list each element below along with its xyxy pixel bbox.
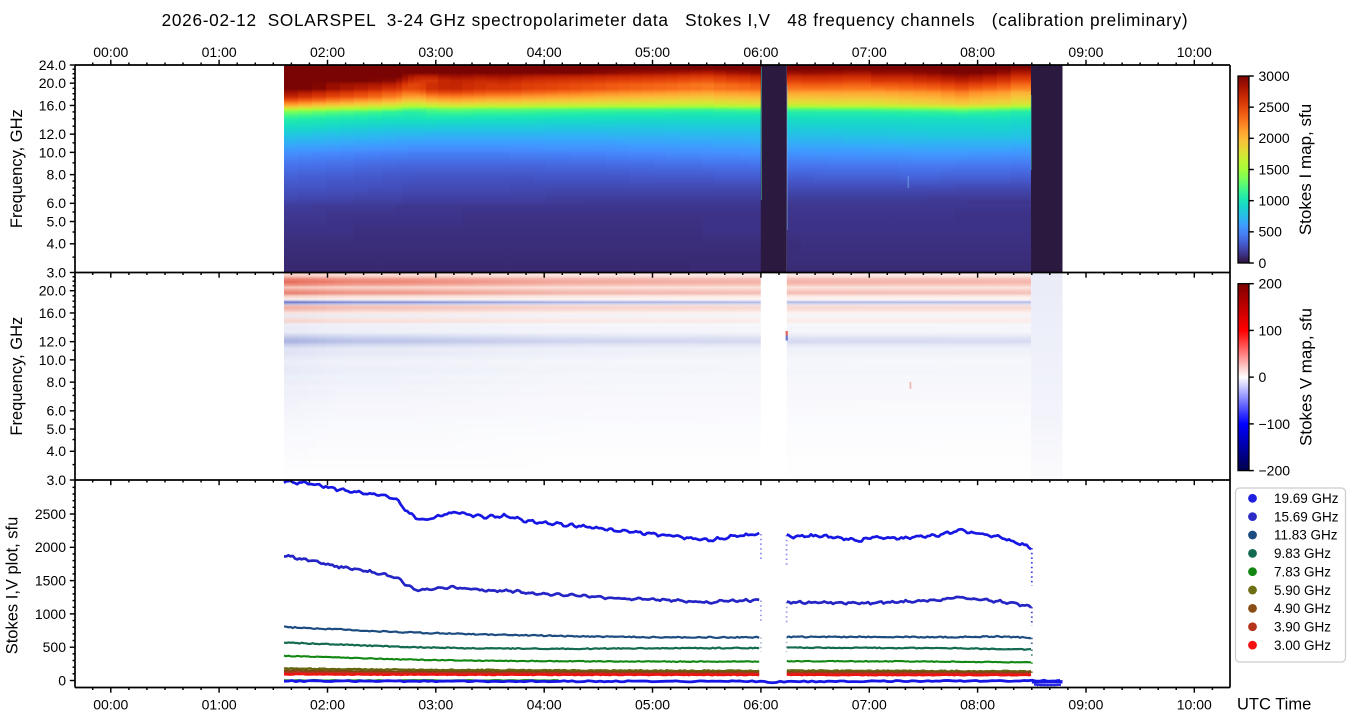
svg-text:3000: 3000 xyxy=(1259,68,1290,84)
svg-text:07:00: 07:00 xyxy=(852,696,887,712)
svg-text:6.0: 6.0 xyxy=(47,403,67,419)
svg-text:3.0: 3.0 xyxy=(47,472,67,488)
svg-text:0: 0 xyxy=(1259,369,1267,385)
svg-text:2500: 2500 xyxy=(35,506,66,522)
svg-text:16.0: 16.0 xyxy=(39,305,66,321)
svg-text:500: 500 xyxy=(1259,224,1283,240)
svg-text:00:00: 00:00 xyxy=(93,696,128,712)
svg-text:2000: 2000 xyxy=(1259,130,1290,146)
svg-text:2000: 2000 xyxy=(35,539,66,555)
svg-text:Frequency, GHz: Frequency, GHz xyxy=(8,317,26,436)
svg-text:Stokes I map, sfu: Stokes I map, sfu xyxy=(1296,104,1315,235)
svg-text:05:00: 05:00 xyxy=(635,696,670,712)
svg-text:05:00: 05:00 xyxy=(635,44,670,60)
svg-text:06:00: 06:00 xyxy=(743,696,778,712)
svg-text:10:00: 10:00 xyxy=(1177,44,1212,60)
svg-text:09:00: 09:00 xyxy=(1068,696,1103,712)
svg-text:06:00: 06:00 xyxy=(743,44,778,60)
svg-text:8.0: 8.0 xyxy=(47,167,67,183)
svg-text:09:00: 09:00 xyxy=(1068,44,1103,60)
svg-text:500: 500 xyxy=(43,639,67,655)
svg-text:100: 100 xyxy=(1259,322,1283,338)
svg-text:12.0: 12.0 xyxy=(39,126,66,142)
svg-text:−200: −200 xyxy=(1259,463,1291,479)
svg-text:04:00: 04:00 xyxy=(527,696,562,712)
svg-text:12.0: 12.0 xyxy=(39,334,66,350)
svg-text:1500: 1500 xyxy=(1259,161,1290,177)
svg-text:Stokes V map, sfu: Stokes V map, sfu xyxy=(1297,308,1316,446)
svg-text:0: 0 xyxy=(1259,255,1267,271)
svg-text:4.0: 4.0 xyxy=(47,236,67,252)
svg-text:10.0: 10.0 xyxy=(39,144,66,160)
svg-text:3.00 GHz: 3.00 GHz xyxy=(1274,638,1331,653)
svg-text:1500: 1500 xyxy=(35,573,66,589)
svg-text:3.0: 3.0 xyxy=(47,264,67,280)
svg-text:1000: 1000 xyxy=(1259,193,1290,209)
svg-text:200: 200 xyxy=(1259,276,1283,292)
svg-text:7.83 GHz: 7.83 GHz xyxy=(1274,564,1331,579)
svg-text:2500: 2500 xyxy=(1259,99,1290,115)
svg-text:01:00: 01:00 xyxy=(202,696,237,712)
svg-text:03:00: 03:00 xyxy=(418,44,453,60)
svg-text:19.69 GHz: 19.69 GHz xyxy=(1274,491,1339,506)
svg-text:20.0: 20.0 xyxy=(39,75,66,91)
svg-text:07:00: 07:00 xyxy=(852,44,887,60)
svg-text:08:00: 08:00 xyxy=(960,44,995,60)
svg-text:10:00: 10:00 xyxy=(1177,696,1212,712)
svg-text:Frequency, GHz: Frequency, GHz xyxy=(8,109,26,228)
svg-text:15.69 GHz: 15.69 GHz xyxy=(1274,509,1339,524)
svg-text:0: 0 xyxy=(58,672,66,688)
svg-text:02:00: 02:00 xyxy=(310,44,345,60)
svg-text:20.0: 20.0 xyxy=(39,283,66,299)
svg-text:1000: 1000 xyxy=(35,606,66,622)
svg-text:02:00: 02:00 xyxy=(310,696,345,712)
svg-text:2026-02-12 SOLARSPEL 3-24 GH: 2026-02-12 SOLARSPEL 3-24 GHz spectropol… xyxy=(162,10,1189,30)
svg-text:6.0: 6.0 xyxy=(47,195,67,211)
svg-text:4.0: 4.0 xyxy=(47,443,67,459)
svg-text:01:00: 01:00 xyxy=(202,44,237,60)
svg-text:5.0: 5.0 xyxy=(47,421,67,437)
svg-text:11.83 GHz: 11.83 GHz xyxy=(1274,528,1338,543)
svg-text:03:00: 03:00 xyxy=(418,696,453,712)
svg-text:10.0: 10.0 xyxy=(39,352,66,368)
svg-text:UTC Time: UTC Time xyxy=(1237,695,1311,713)
svg-text:24.0: 24.0 xyxy=(39,57,66,73)
svg-text:00:00: 00:00 xyxy=(93,44,128,60)
svg-text:5.0: 5.0 xyxy=(47,213,67,229)
svg-text:4.90 GHz: 4.90 GHz xyxy=(1274,601,1331,616)
svg-text:3.90 GHz: 3.90 GHz xyxy=(1274,619,1331,634)
svg-text:9.83 GHz: 9.83 GHz xyxy=(1274,546,1331,561)
svg-text:8.0: 8.0 xyxy=(47,374,67,390)
svg-text:Stokes I,V plot, sfu: Stokes I,V plot, sfu xyxy=(3,517,21,655)
svg-text:5.90 GHz: 5.90 GHz xyxy=(1274,583,1331,598)
svg-text:16.0: 16.0 xyxy=(39,97,66,113)
svg-text:08:00: 08:00 xyxy=(960,696,995,712)
svg-text:04:00: 04:00 xyxy=(527,44,562,60)
svg-text:−100: −100 xyxy=(1259,416,1291,432)
